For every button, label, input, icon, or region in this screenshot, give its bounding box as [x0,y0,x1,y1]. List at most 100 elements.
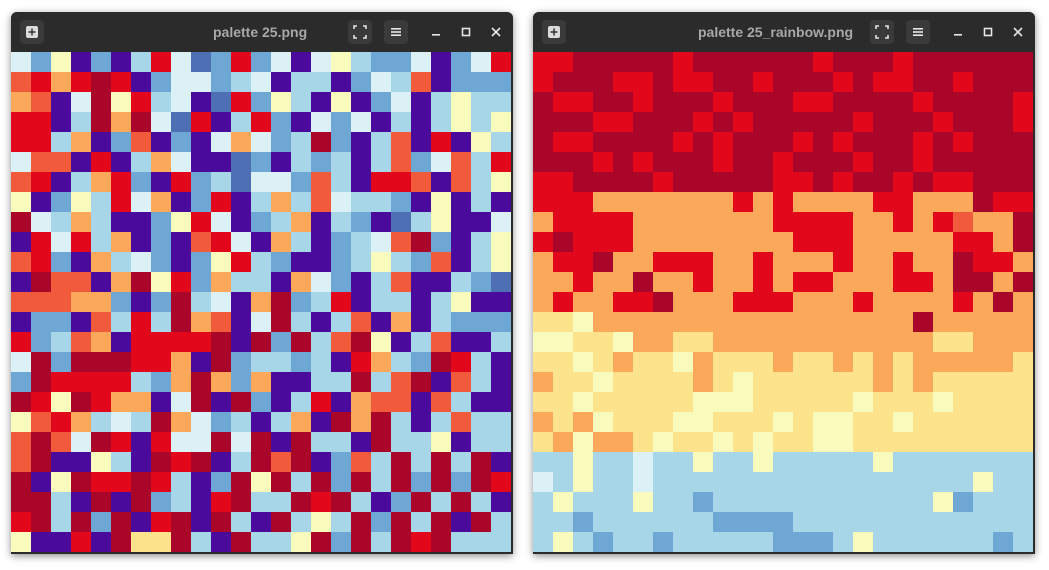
image-canvas[interactable] [533,52,1033,552]
pixel-cell [11,512,31,532]
pixel-cell [1013,492,1033,512]
pixel-cell [713,172,733,192]
pixel-cell [613,372,633,392]
pixel-cell [171,512,191,532]
pixel-cell [31,312,51,332]
close-icon[interactable] [484,20,508,44]
pixel-cell [913,192,933,212]
pixel-cell [131,292,151,312]
pixel-cell [311,112,331,132]
menu-icon[interactable] [906,20,930,44]
pixel-cell [673,352,693,372]
pixel-cell [673,212,693,232]
menu-icon[interactable] [384,20,408,44]
pixel-cell [873,212,893,232]
close-icon[interactable] [1006,20,1030,44]
pixel-cell [673,192,693,212]
pixel-cell [853,472,873,492]
pixel-cell [613,92,633,112]
pixel-cell [673,312,693,332]
pixel-cell [231,232,251,252]
pixel-cell [391,412,411,432]
fullscreen-icon[interactable] [870,20,894,44]
pixel-cell [251,92,271,112]
pixel-cell [1013,432,1033,452]
pixel-cell [311,472,331,492]
pixel-cell [171,432,191,452]
pixel-cell [753,112,773,132]
image-canvas[interactable] [11,52,511,552]
pixel-cell [973,212,993,232]
pixel-cell [331,352,351,372]
pixel-cell [471,72,491,92]
pixel-cell [471,172,491,192]
pixel-cell [713,352,733,372]
pixel-cell [311,532,331,552]
pixel-cell [171,352,191,372]
pixel-cell [813,512,833,532]
pixel-cell [11,452,31,472]
pixel-cell [331,392,351,412]
pixel-cell [593,452,613,472]
pixel-cell [211,272,231,292]
window-titlebar[interactable]: palette 25_rainbow.png [533,12,1035,52]
pixel-cell [573,192,593,212]
pixel-cell [713,132,733,152]
pixel-cell [653,52,673,72]
pixel-cell [773,232,793,252]
pixel-cell [893,272,913,292]
pixel-cell [151,452,171,472]
pixel-cell [71,192,91,212]
pixel-cell [271,272,291,292]
pixel-cell [953,372,973,392]
pixel-cell [171,112,191,132]
pixel-cell [873,132,893,152]
pixel-cell [351,112,371,132]
pixel-cell [693,512,713,532]
pixel-cell [491,472,511,492]
pixel-cell [311,132,331,152]
pixel-cell [451,172,471,192]
pixel-cell [131,52,151,72]
pixel-cell [31,372,51,392]
pixel-cell [451,152,471,172]
pixel-cell [371,352,391,372]
pixel-cell [653,72,673,92]
pixel-cell [391,312,411,332]
pixel-cell [593,332,613,352]
pixel-cell [251,332,271,352]
pixel-cell [633,532,653,552]
fullscreen-icon[interactable] [348,20,372,44]
pixel-cell [71,232,91,252]
pixel-cell [311,432,331,452]
minimize-icon[interactable] [946,20,970,44]
pixel-cell [451,192,471,212]
pixel-cell [431,292,451,312]
add-icon[interactable] [20,20,44,44]
pixel-cell [593,372,613,392]
pixel-cell [391,212,411,232]
pixel-cell [633,172,653,192]
pixel-cell [593,472,613,492]
pixel-cell [471,492,491,512]
pixel-cell [533,432,553,452]
pixel-cell [171,372,191,392]
pixel-cell [471,192,491,212]
pixel-cell [853,512,873,532]
pixel-cell [813,372,833,392]
add-icon[interactable] [542,20,566,44]
pixel-cell [431,72,451,92]
minimize-icon[interactable] [424,20,448,44]
pixel-cell [773,112,793,132]
pixel-cell [371,132,391,152]
window-titlebar[interactable]: palette 25.png [11,12,513,52]
pixel-cell [793,252,813,272]
pixel-cell [151,132,171,152]
pixel-cell [151,112,171,132]
maximize-icon[interactable] [976,20,1000,44]
pixel-cell [431,272,451,292]
pixel-cell [913,272,933,292]
pixel-cell [573,532,593,552]
maximize-icon[interactable] [454,20,478,44]
pixel-cell [893,232,913,252]
